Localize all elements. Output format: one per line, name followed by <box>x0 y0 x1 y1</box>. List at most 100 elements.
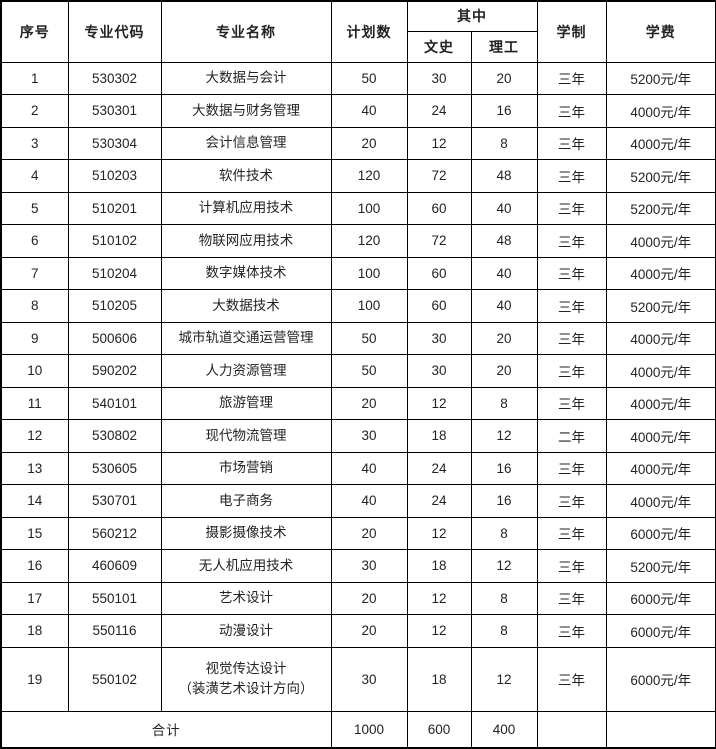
cell-tuition: 4000元/年 <box>605 94 716 128</box>
cell-duration: 三年 <box>536 354 607 388</box>
cell-plan: 100 <box>330 191 408 225</box>
cell-name: 城市轨道交通运营管理 <box>160 321 332 355</box>
cell-code: 460609 <box>67 549 162 583</box>
cell-no: 7 <box>0 256 69 290</box>
cell-no: 11 <box>0 386 69 420</box>
cell-tuition: 4000元/年 <box>605 451 716 485</box>
cell-science: 20 <box>470 354 538 388</box>
table-row: 18 550116 动漫设计 20 12 8 三年 6000元/年 <box>0 614 716 648</box>
cell-name: 动漫设计 <box>160 614 332 648</box>
cell-liberal: 18 <box>406 549 472 583</box>
cell-liberal: 12 <box>406 614 472 648</box>
cell-name: 大数据与财务管理 <box>160 94 332 128</box>
cell-name: 软件技术 <box>160 159 332 193</box>
cell-tuition: 6000元/年 <box>605 516 716 550</box>
cell-no: 6 <box>0 224 69 258</box>
cell-plan: 20 <box>330 581 408 615</box>
table-row: 9 500606 城市轨道交通运营管理 50 30 20 三年 4000元/年 <box>0 321 716 355</box>
total-tuition-value <box>605 710 716 749</box>
header-col-no: 序号 <box>0 0 69 63</box>
cell-plan: 120 <box>330 224 408 258</box>
cell-tuition: 4000元/年 <box>605 354 716 388</box>
cell-name: 视觉传达设计 （装潢艺术设计方向） <box>160 646 332 712</box>
cell-liberal: 30 <box>406 354 472 388</box>
cell-duration: 三年 <box>536 191 607 225</box>
cell-no: 13 <box>0 451 69 485</box>
cell-liberal: 12 <box>406 386 472 420</box>
total-liberal-value: 600 <box>406 710 472 749</box>
cell-duration: 三年 <box>536 321 607 355</box>
cell-tuition: 5200元/年 <box>605 191 716 225</box>
cell-code: 590202 <box>67 354 162 388</box>
cell-liberal: 72 <box>406 159 472 193</box>
cell-code: 510204 <box>67 256 162 290</box>
cell-liberal: 72 <box>406 224 472 258</box>
cell-liberal: 12 <box>406 126 472 160</box>
cell-name: 会计信息管理 <box>160 126 332 160</box>
cell-tuition: 5200元/年 <box>605 289 716 323</box>
cell-duration: 三年 <box>536 289 607 323</box>
table-row: 15 560212 摄影摄像技术 20 12 8 三年 6000元/年 <box>0 516 716 550</box>
cell-liberal: 12 <box>406 581 472 615</box>
cell-science: 40 <box>470 256 538 290</box>
cell-duration: 三年 <box>536 126 607 160</box>
cell-science: 16 <box>470 484 538 518</box>
cell-duration: 三年 <box>536 614 607 648</box>
table-row: 19 550102 视觉传达设计 （装潢艺术设计方向） 30 18 12 三年 6000元/年 <box>0 646 716 712</box>
cell-code: 550101 <box>67 581 162 615</box>
cell-tuition: 5200元/年 <box>605 159 716 193</box>
cell-code: 550102 <box>67 646 162 712</box>
cell-liberal: 30 <box>406 321 472 355</box>
table-row: 10 590202 人力资源管理 50 30 20 三年 4000元/年 <box>0 354 716 388</box>
cell-no: 2 <box>0 94 69 128</box>
cell-duration: 三年 <box>536 386 607 420</box>
cell-plan: 40 <box>330 451 408 485</box>
cell-no: 3 <box>0 126 69 160</box>
cell-duration: 三年 <box>536 549 607 583</box>
table-row: 1 530302 大数据与会计 50 30 20 三年 5200元/年 <box>0 61 716 95</box>
cell-duration: 三年 <box>536 256 607 290</box>
cell-liberal: 60 <box>406 289 472 323</box>
cell-tuition: 4000元/年 <box>605 321 716 355</box>
cell-science: 8 <box>470 581 538 615</box>
cell-name: 摄影摄像技术 <box>160 516 332 550</box>
cell-name: 旅游管理 <box>160 386 332 420</box>
header-col-code: 专业代码 <box>67 0 162 63</box>
cell-name: 电子商务 <box>160 484 332 518</box>
cell-science: 48 <box>470 159 538 193</box>
cell-tuition: 4000元/年 <box>605 224 716 258</box>
cell-tuition: 6000元/年 <box>605 646 716 712</box>
cell-tuition: 4000元/年 <box>605 484 716 518</box>
header-col-duration: 学制 <box>536 0 607 63</box>
cell-no: 12 <box>0 419 69 453</box>
cell-tuition: 4000元/年 <box>605 386 716 420</box>
cell-tuition: 4000元/年 <box>605 126 716 160</box>
header-col-name: 专业名称 <box>160 0 332 63</box>
cell-duration: 三年 <box>536 61 607 95</box>
cell-no: 8 <box>0 289 69 323</box>
cell-plan: 100 <box>330 256 408 290</box>
cell-tuition: 5200元/年 <box>605 61 716 95</box>
cell-name: 物联网应用技术 <box>160 224 332 258</box>
cell-tuition: 6000元/年 <box>605 614 716 648</box>
cell-science: 40 <box>470 289 538 323</box>
cell-plan: 40 <box>330 484 408 518</box>
cell-science: 8 <box>470 516 538 550</box>
cell-no: 9 <box>0 321 69 355</box>
cell-science: 16 <box>470 94 538 128</box>
cell-code: 500606 <box>67 321 162 355</box>
cell-plan: 50 <box>330 354 408 388</box>
cell-name: 现代物流管理 <box>160 419 332 453</box>
cell-liberal: 18 <box>406 419 472 453</box>
table-row: 16 460609 无人机应用技术 30 18 12 三年 5200元/年 <box>0 549 716 583</box>
cell-no: 19 <box>0 646 69 712</box>
cell-science: 20 <box>470 61 538 95</box>
table-row: 17 550101 艺术设计 20 12 8 三年 6000元/年 <box>0 581 716 615</box>
cell-plan: 30 <box>330 549 408 583</box>
table-row: 3 530304 会计信息管理 20 12 8 三年 4000元/年 <box>0 126 716 160</box>
table-row: 8 510205 大数据技术 100 60 40 三年 5200元/年 <box>0 289 716 323</box>
cell-code: 560212 <box>67 516 162 550</box>
header-col-liberal-arts: 文史 <box>406 30 472 63</box>
cell-code: 510203 <box>67 159 162 193</box>
cell-science: 20 <box>470 321 538 355</box>
